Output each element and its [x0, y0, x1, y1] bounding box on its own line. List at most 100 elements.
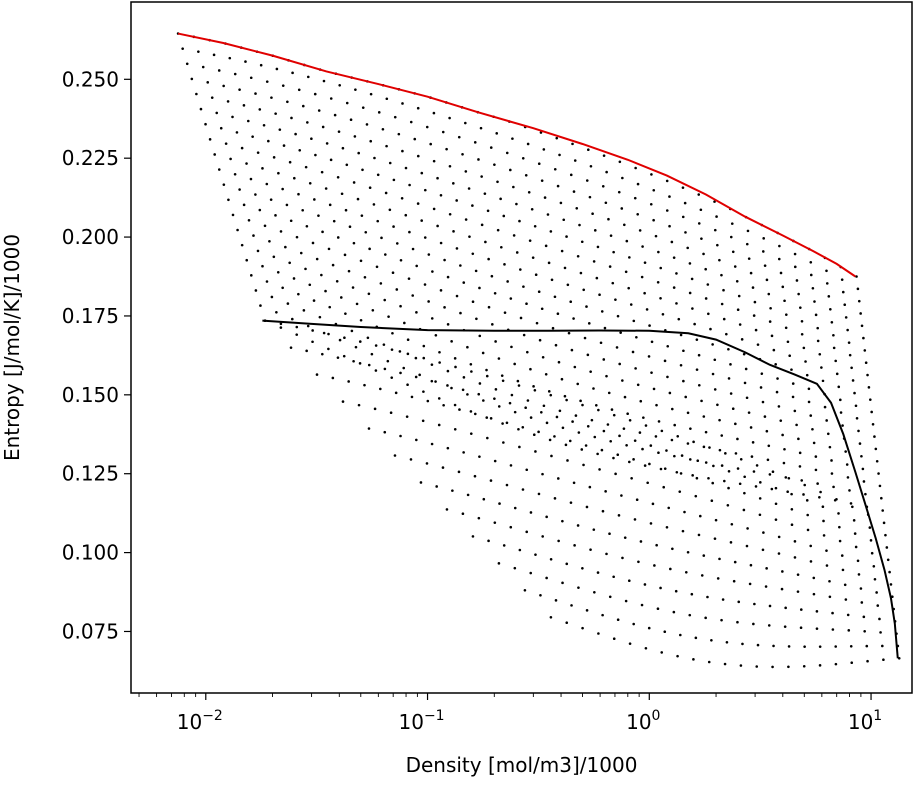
- isotherm-point: [557, 539, 560, 543]
- isotherm-point: [372, 203, 376, 206]
- isotherm-point: [515, 251, 519, 254]
- isotherm-point: [785, 313, 788, 316]
- isotherm-point: [512, 234, 516, 237]
- isotherm-point: [384, 253, 387, 256]
- isotherm-point: [760, 372, 764, 376]
- isotherm-point: [729, 363, 732, 366]
- isotherm-point: [461, 152, 464, 156]
- isotherm-point: [320, 273, 323, 277]
- isotherm-point: [716, 243, 719, 247]
- isotherm-point: [482, 399, 485, 402]
- isotherm-point: [644, 424, 648, 427]
- isotherm-point: [262, 123, 266, 127]
- y-tick-label: 0.200: [62, 225, 119, 249]
- isotherm-point: [430, 442, 434, 446]
- isotherm-point: [568, 439, 572, 443]
- isotherm-point: [549, 393, 553, 397]
- isotherm-point: [838, 525, 841, 529]
- isotherm-point: [513, 566, 517, 570]
- isotherm-point: [278, 128, 282, 131]
- isotherm-point: [726, 504, 730, 507]
- isotherm-point: [875, 459, 879, 463]
- isotherm-point: [484, 240, 487, 244]
- isotherm-point: [869, 539, 873, 542]
- isotherm-point: [754, 328, 758, 332]
- isotherm-point: [615, 346, 619, 349]
- isotherm-point: [783, 625, 787, 628]
- isotherm-point: [553, 295, 557, 299]
- isotherm-point: [736, 437, 739, 441]
- isotherm-point: [616, 453, 620, 456]
- isotherm-point: [713, 388, 717, 391]
- isotherm-point: [554, 343, 558, 347]
- isotherm-point: [592, 260, 596, 263]
- isotherm-point: [480, 223, 484, 227]
- isotherm-point: [554, 599, 558, 602]
- x-tick-label: 100: [626, 708, 660, 734]
- isotherm-point: [204, 122, 207, 126]
- isotherm-point: [747, 257, 751, 260]
- isotherm-point: [809, 273, 813, 277]
- isotherm-point: [729, 392, 733, 395]
- isotherm-point: [610, 408, 614, 411]
- isotherm-point: [455, 294, 459, 298]
- isotherm-point: [541, 472, 544, 476]
- isotherm-point: [649, 444, 653, 447]
- isotherm-point: [275, 67, 279, 71]
- isotherm-point: [694, 636, 698, 640]
- isotherm-point: [195, 92, 198, 96]
- isotherm-point: [301, 104, 305, 108]
- isotherm-point: [597, 408, 600, 412]
- isotherm-point: [730, 522, 734, 526]
- isotherm-point: [765, 567, 768, 570]
- isotherm-point: [818, 664, 822, 667]
- isotherm-point: [759, 481, 762, 484]
- isotherm-point: [695, 476, 699, 480]
- isotherm-point: [666, 344, 670, 348]
- isotherm-point: [673, 454, 676, 458]
- isotherm-point: [859, 587, 863, 590]
- isotherm-point: [888, 570, 891, 574]
- isotherm-point: [679, 472, 683, 475]
- isotherm-point: [523, 589, 527, 592]
- isotherm-point: [882, 521, 886, 525]
- isotherm-point: [310, 137, 313, 141]
- isotherm-point: [580, 448, 584, 451]
- isotherm-point: [306, 75, 310, 79]
- isotherm-point: [537, 492, 541, 496]
- isotherm-point: [698, 514, 702, 518]
- isotherm-point: [859, 312, 862, 315]
- isotherm-point: [502, 544, 506, 547]
- isotherm-point: [834, 359, 837, 363]
- isotherm-point: [256, 249, 260, 253]
- isotherm-point: [881, 509, 884, 512]
- isotherm-point: [648, 462, 651, 466]
- isotherm-point: [496, 180, 499, 184]
- isotherm-point: [398, 350, 402, 353]
- isotherm-point: [837, 512, 840, 515]
- isotherm-point: [436, 176, 439, 180]
- isotherm-point: [558, 153, 561, 157]
- isotherm-point: [885, 546, 889, 549]
- isotherm-point: [841, 290, 845, 294]
- isotherm-point: [566, 283, 570, 287]
- isotherm-point: [491, 323, 494, 326]
- isotherm-point: [623, 395, 627, 399]
- isotherm-point: [670, 407, 674, 411]
- isotherm-point: [691, 474, 694, 477]
- isotherm-point: [344, 208, 348, 212]
- isotherm-point: [665, 449, 668, 452]
- isotherm-point: [730, 222, 734, 225]
- isotherm-point: [712, 464, 715, 468]
- isotherm-point: [395, 242, 399, 245]
- isotherm-point: [477, 516, 481, 520]
- isotherm-point: [809, 560, 813, 563]
- isotherm-point: [437, 423, 441, 427]
- isotherm-point: [224, 142, 228, 145]
- isotherm-point: [711, 481, 715, 485]
- isotherm-point: [811, 286, 815, 290]
- isotherm-point: [387, 315, 390, 318]
- isotherm-point: [379, 387, 382, 391]
- isotherm-point: [405, 415, 409, 418]
- isotherm-point: [236, 228, 239, 232]
